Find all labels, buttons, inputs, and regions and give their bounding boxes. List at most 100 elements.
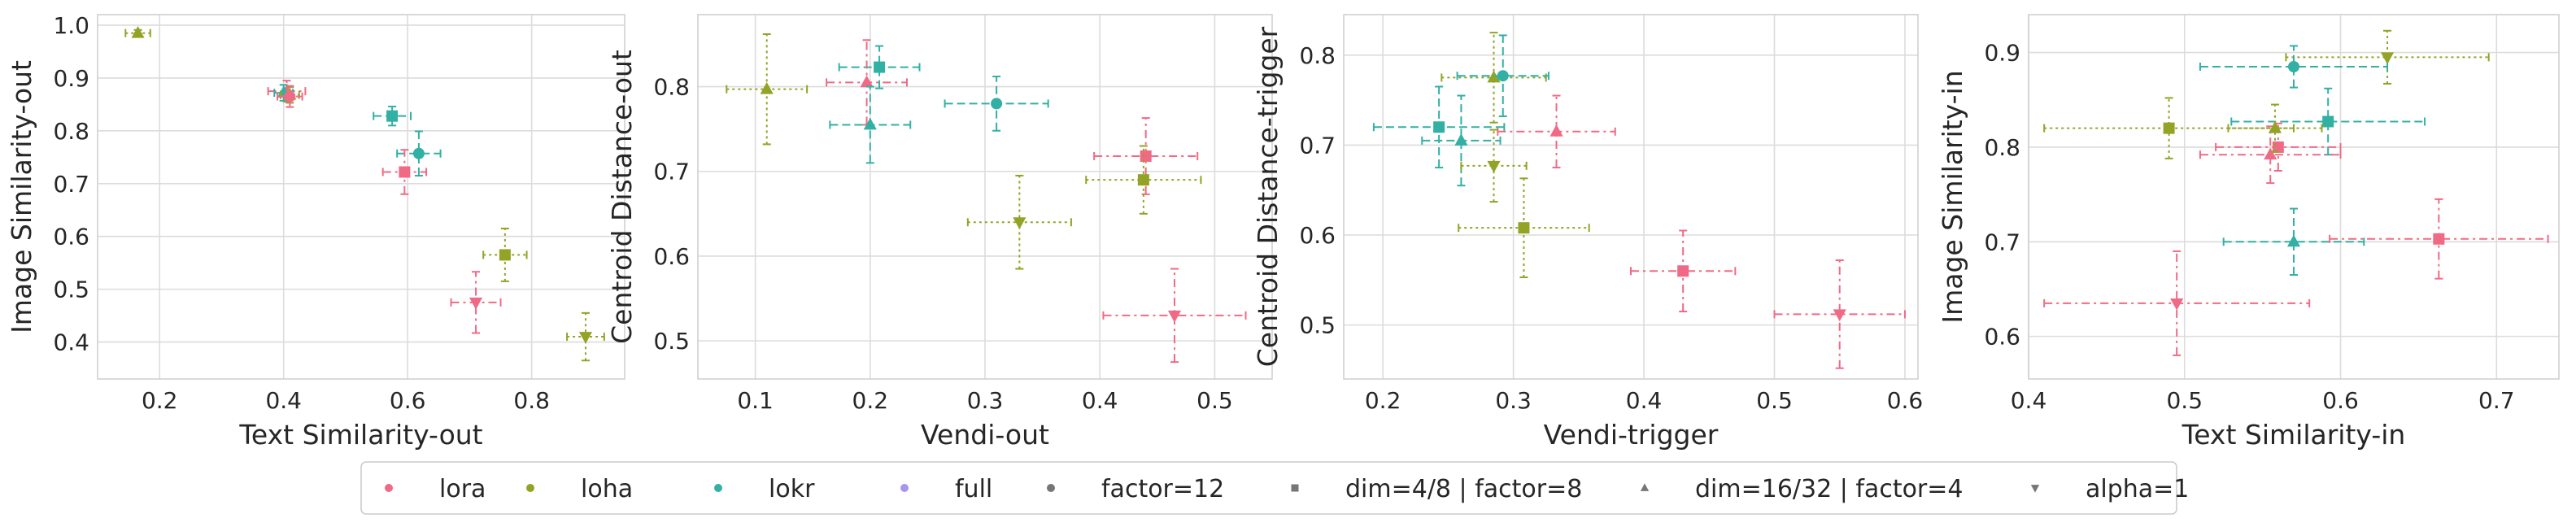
data-point-lora: [1630, 229, 1737, 313]
marker-square: [1140, 150, 1152, 162]
marker-square: [1677, 265, 1689, 277]
y-tick-label: 0.6: [653, 243, 690, 270]
marker-triangle-up: [2264, 147, 2277, 160]
x-tick-label: 0.6: [2322, 387, 2359, 414]
marker-square: [1518, 222, 1530, 234]
y-axis-label: Centroid Distance-trigger: [1252, 26, 1284, 367]
y-tick-label: 0.7: [1984, 229, 2020, 255]
marker-triangle-up: [860, 75, 874, 88]
data-point-loha: [726, 33, 809, 146]
x-axis-label: Vendi-trigger: [1544, 419, 1719, 451]
marker-triangle-down: [1167, 310, 1182, 323]
x-tick-label: 0.4: [2011, 387, 2047, 414]
x-tick-label: 0.3: [1495, 387, 1532, 414]
x-axis-label: Text Similarity-in: [2182, 419, 2406, 451]
marker-dot: [412, 147, 425, 159]
data-point-loha: [566, 311, 605, 362]
x-tick-label: 0.5: [1196, 387, 1233, 414]
legend-label: alpha=1: [2086, 475, 2189, 503]
y-tick-label: 0.9: [1984, 40, 2020, 67]
marker-square: [874, 61, 886, 73]
marker-dot: [284, 90, 296, 102]
marker-triangle-down: [578, 332, 593, 344]
data-point-lokr: [2222, 207, 2365, 276]
chart-panel-3: 0.2 0.3 0.4 0.5 0.6 0.5 0.6 0.7 0.8 Vendi-trigger…: [1252, 14, 1924, 451]
x-tick-label: 0.8: [513, 387, 550, 414]
x-tick-label: 0.6: [390, 387, 426, 414]
legend-marker-square: [1291, 484, 1299, 492]
marker-square: [499, 249, 511, 261]
data-point-loha: [1441, 32, 1547, 124]
legend-entry: alpha=1: [2030, 475, 2189, 503]
y-tick-label: 0.7: [53, 171, 89, 198]
marker-triangle-down: [2381, 52, 2395, 65]
marker-triangle-up: [2268, 120, 2282, 133]
data-point-lora: [1773, 259, 1906, 369]
plot-frame: [2028, 14, 2560, 380]
x-axis-label: Vendi-out: [921, 419, 1049, 451]
chart-panel-4: 0.4 0.5 0.6 0.7 0.6 0.7 0.8 0.9 Text Similarity-…: [1937, 14, 2560, 451]
data-point-loha: [1085, 145, 1202, 215]
x-tick-label: 0.7: [2478, 387, 2515, 414]
data-point-loha: [1460, 128, 1528, 203]
y-tick-label: 0.6: [1984, 324, 2020, 351]
marker-triangle-up: [2286, 234, 2301, 247]
y-tick-label: 0.5: [53, 277, 89, 303]
x-tick-label: 0.2: [852, 387, 889, 414]
x-tick-label: 0.5: [1756, 387, 1793, 414]
marker-triangle-up: [760, 81, 774, 94]
marker-dot: [1497, 70, 1509, 82]
y-tick-label: 0.8: [653, 74, 690, 101]
marker-square: [386, 110, 399, 122]
legend-entry: lokr: [714, 475, 815, 503]
data-point-loha: [1458, 177, 1590, 279]
legend-marker-triangle-down: [2030, 485, 2040, 493]
plot-frame: [697, 14, 1273, 380]
legend-marker-triangle-up: [1640, 483, 1650, 491]
legend-label: dim=4/8 | factor=8: [1345, 475, 1582, 503]
data-point-lora: [1497, 94, 1616, 169]
y-axis-label: Centroid Distance-out: [606, 50, 638, 344]
data-point-loha: [966, 174, 1072, 270]
data-point-lokr: [2199, 45, 2389, 89]
marker-square: [1137, 174, 1149, 186]
marker-square: [2322, 115, 2334, 128]
y-tick-label: 0.8: [1299, 42, 1336, 69]
marker-square: [399, 166, 411, 178]
marker-triangle-down: [469, 297, 483, 310]
x-tick-label: 0.5: [2166, 387, 2203, 414]
data-point-lora: [1102, 268, 1247, 364]
marker-triangle-up: [1454, 133, 1468, 146]
data-point-lora: [2329, 198, 2549, 280]
legend-box: [360, 461, 2177, 515]
y-axis-label: Image Similarity-in: [1937, 70, 1968, 323]
x-axis-label: Text Similarity-out: [238, 419, 482, 451]
data-point-loha: [482, 227, 528, 282]
legend-marker-dot: [1047, 484, 1055, 492]
marker-triangle-up: [131, 25, 145, 38]
data-point-lokr: [838, 45, 921, 89]
x-tick-label: 0.2: [142, 387, 178, 414]
legend-marker-dot: [714, 484, 722, 492]
data-point-lokr: [944, 76, 1049, 132]
y-tick-label: 0.5: [1299, 312, 1336, 339]
data-point-lora: [2043, 250, 2311, 356]
marker-dot: [991, 98, 1003, 110]
y-tick-label: 0.8: [1984, 134, 2020, 161]
legend-label: lokr: [769, 475, 815, 503]
data-point-lokr: [1456, 34, 1550, 117]
legend-label: lora: [439, 475, 486, 503]
legend-entry: full: [900, 475, 992, 503]
legend: lora loha lokr full factor=12 dim=4/8 | facto…: [360, 461, 2189, 515]
data-point-lokr: [1372, 85, 1506, 169]
y-tick-label: 0.7: [653, 159, 690, 185]
legend-entry: lora: [385, 475, 486, 503]
legend-entry: factor=12: [1047, 475, 1224, 503]
x-tick-label: 0.6: [1887, 387, 1924, 414]
y-tick-label: 0.4: [53, 329, 89, 356]
x-tick-label: 0.3: [967, 387, 1004, 414]
data-point-lokr: [373, 105, 412, 127]
data-point-loha: [2285, 29, 2490, 85]
y-tick-label: 0.6: [1299, 222, 1336, 249]
